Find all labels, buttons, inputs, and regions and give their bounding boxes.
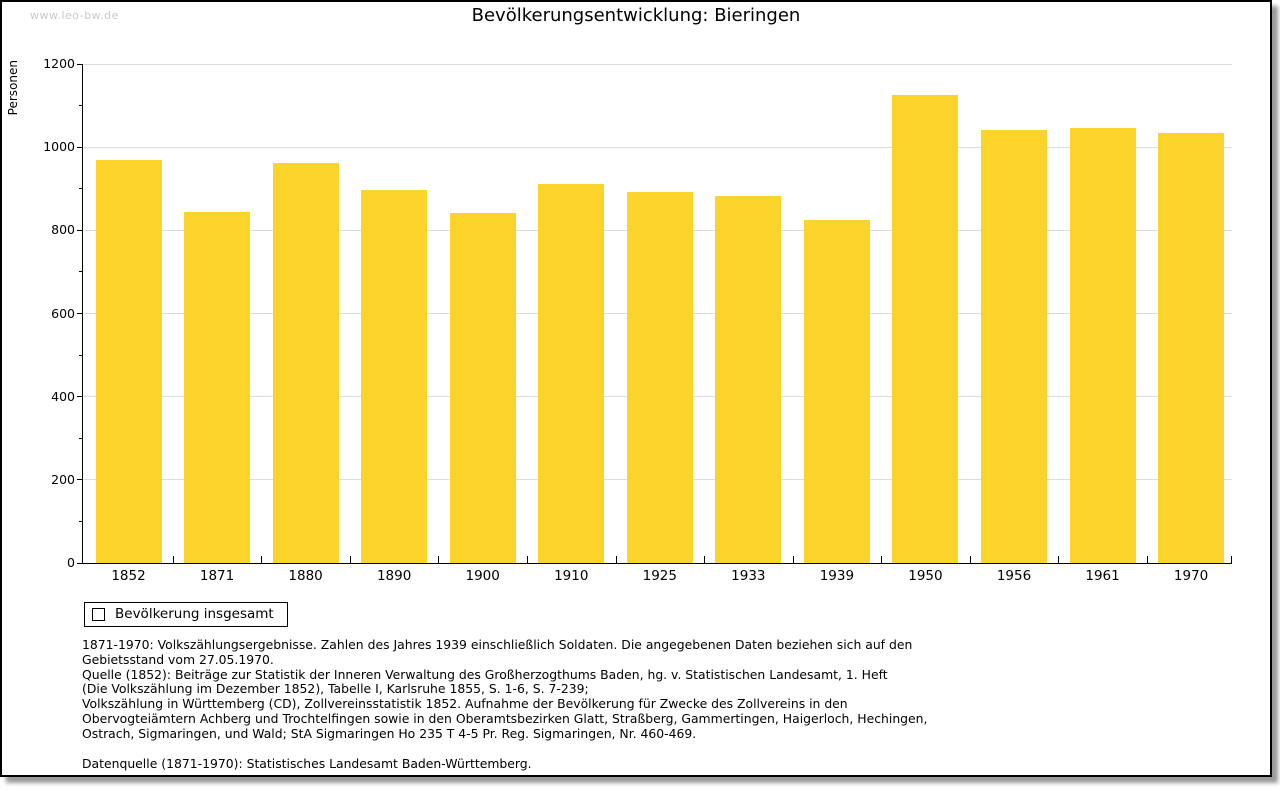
source-note-line: Gebietsstand vom 27.05.1970. [82,651,274,667]
y-tick-mark [77,313,83,314]
datasource-line: Datenquelle (1871-1970): Statistisches L… [82,755,532,771]
x-tick-label: 1925 [642,568,677,584]
y-tick-label: 200 [51,471,75,487]
y-tick-mark [77,229,83,231]
x-tick-label: 1910 [554,568,589,584]
legend-swatch [92,607,105,621]
x-tick-mark [349,556,351,563]
x-tick-mark [1146,556,1148,563]
x-tick-label: 1871 [199,568,235,584]
source-note-line: Ostrach, Sigmaringen, und Wald; StA Sigm… [82,725,697,741]
x-tick-mark [969,556,971,563]
x-tick-label: 1961 [1085,568,1120,584]
y-tick-mark [79,437,83,439]
x-tick-label: 1880 [288,568,323,584]
y-tick-label: 1000 [43,139,75,155]
legend-label: Bevölkerung insgesamt [115,606,274,622]
y-axis-label: Personen [6,60,20,116]
legend: Bevölkerung insgesamt [84,602,288,627]
x-tick-mark [438,556,440,563]
bar [626,192,693,563]
x-tick-label: 1939 [819,568,855,584]
bar [981,130,1047,563]
x-tick-label: 1933 [731,568,766,584]
y-tick-label: 400 [51,388,75,404]
y-tick-mark [77,479,83,481]
bar [95,160,162,563]
x-tick-label: 1956 [996,568,1032,584]
y-tick-mark [79,520,83,522]
bar [361,190,428,563]
bar [803,220,870,563]
bar [1158,133,1225,563]
x-tick-mark [1231,556,1232,563]
x-tick-mark [172,556,174,563]
plot-area: 0 200 400 600 800 1000 1200 1852 1871 1880 1890 190… [43,57,1232,584]
bar [272,163,339,563]
y-tick-label: 0 [67,555,75,570]
source-note-line: 1871-1970: Volkszählungsergebnisse. Zahl… [82,637,913,652]
x-tick-mark [792,556,794,563]
x-tick-mark [526,556,528,563]
y-tick-mark [79,354,83,356]
bar [715,196,782,563]
gridline [83,63,1232,65]
chart-page: www.leo-bw.de Bevölkerungsentwicklung: B… [0,0,1272,777]
page-title: Bevölkerungsentwicklung: Bieringen [471,5,801,26]
y-tick-mark [77,562,83,564]
x-tick-label: 1970 [1173,568,1209,584]
x-tick-mark [704,556,706,563]
y-tick-mark [79,188,83,190]
source-notes: 1871-1970: Volkszählungsergebnisse. Zahl… [82,637,928,771]
x-tick-label: 1900 [465,568,500,584]
y-tick-label: 800 [51,222,75,238]
y-tick-mark [79,271,83,273]
bar [1069,128,1136,563]
source-note-line: Quelle (1852): Beiträge zur Statistik de… [82,666,888,682]
x-tick-label: 1950 [908,568,943,584]
y-tick-mark [79,105,83,107]
x-tick-label: 1890 [376,568,412,584]
x-tick-mark [615,556,617,563]
bar [184,212,251,563]
x-tick-mark [881,556,883,563]
y-tick-label: 600 [51,305,75,321]
y-tick-mark [77,396,83,398]
source-note-line: (Die Volkszählung im Dezember 1852), Tab… [82,681,589,697]
x-tick-mark [1058,556,1060,563]
source-note-line: Volkszählung in Württemberg (CD), Zollve… [82,696,848,712]
y-tick-mark [77,63,83,65]
bar [892,95,959,563]
watermark: www.leo-bw.de [30,9,119,22]
bar [538,184,605,563]
y-tick-mark [77,146,83,148]
x-tick-label: 1852 [111,568,146,584]
bar [449,213,516,563]
source-note-line: Obervogteiämtern Achberg und Trochtelfin… [82,710,928,726]
x-tick-mark [261,556,263,563]
y-tick-label: 1200 [43,56,75,71]
gridline [83,146,1232,148]
